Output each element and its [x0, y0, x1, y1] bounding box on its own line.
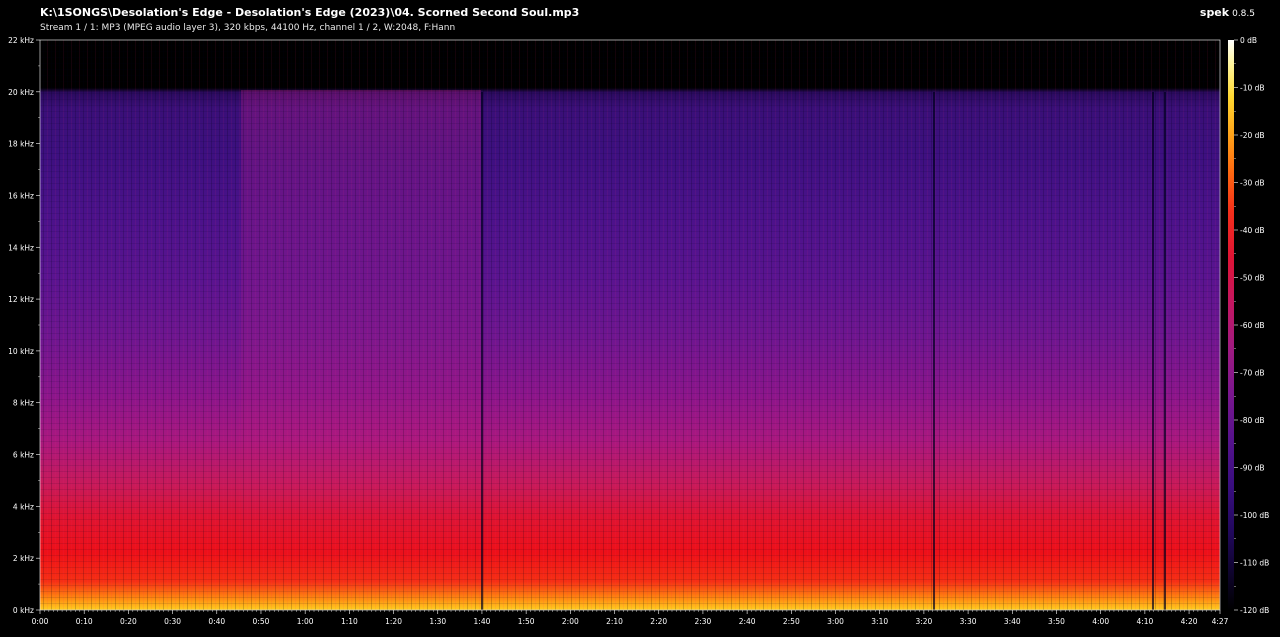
- x-tick-label: 3:00: [827, 617, 844, 626]
- x-tick-label: 3:20: [915, 617, 932, 626]
- colorbar-tick-label: -50 dB: [1240, 274, 1265, 283]
- x-tick-label: 1:20: [385, 617, 402, 626]
- spectrogram-plot: [40, 40, 1220, 610]
- app-name: spek: [1199, 6, 1230, 19]
- colorbar-tick-label: -70 dB: [1240, 369, 1265, 378]
- x-tick-label: 2:40: [739, 617, 756, 626]
- x-tick-label: 4:00: [1092, 617, 1109, 626]
- colorbar-tick-label: -80 dB: [1240, 416, 1265, 425]
- y-tick-label: 20 kHz: [8, 88, 34, 97]
- y-tick-label: 22 kHz: [8, 36, 34, 45]
- file-path-title: K:\1SONGS\Desolation's Edge - Desolation…: [40, 6, 580, 19]
- y-tick-label: 12 kHz: [8, 295, 34, 304]
- x-tick-label: 0:10: [76, 617, 93, 626]
- y-tick-label: 6 kHz: [13, 451, 34, 460]
- x-tick-label: 3:30: [960, 617, 977, 626]
- colorbar-tick-label: -110 dB: [1240, 559, 1269, 568]
- colorbar-tick-label: -100 dB: [1240, 511, 1269, 520]
- y-tick-label: 16 kHz: [8, 191, 34, 200]
- x-tick-label: 3:10: [871, 617, 888, 626]
- x-tick-label: 1:40: [474, 617, 491, 626]
- stream-info: Stream 1 / 1: MP3 (MPEG audio layer 3), …: [40, 23, 456, 33]
- x-tick-label: 2:10: [606, 617, 623, 626]
- y-tick-label: 4 kHz: [13, 502, 34, 511]
- x-tick-label: 4:20: [1181, 617, 1198, 626]
- x-tick-label: 0:00: [32, 617, 49, 626]
- spectrogram-bands: [40, 40, 1220, 610]
- x-tick-label: 1:00: [297, 617, 314, 626]
- y-tick-label: 14 kHz: [8, 243, 34, 252]
- colorbar-tick-label: -60 dB: [1240, 321, 1265, 330]
- x-tick-label: 3:50: [1048, 617, 1065, 626]
- colorbar-tick-label: -20 dB: [1240, 131, 1265, 140]
- y-tick-label: 18 kHz: [8, 140, 34, 149]
- colorbar-tick-label: -90 dB: [1240, 464, 1265, 473]
- spectrogram-gap: [1152, 92, 1154, 610]
- db-colorbar: [1228, 40, 1234, 610]
- x-tick-label: 2:00: [562, 617, 579, 626]
- spectrogram-gap: [1164, 92, 1166, 610]
- x-end-label: 4:27: [1212, 617, 1229, 626]
- x-tick-label: 2:30: [694, 617, 711, 626]
- x-tick-label: 3:40: [1004, 617, 1021, 626]
- spectrogram-texture: [40, 40, 1220, 610]
- y-tick-label: 0 kHz: [13, 606, 34, 615]
- x-tick-label: 2:20: [650, 617, 667, 626]
- y-tick-label: 2 kHz: [13, 554, 34, 563]
- y-tick-label: 10 kHz: [8, 347, 34, 356]
- colorbar-tick-label: -10 dB: [1240, 84, 1265, 93]
- spectrogram-gap: [933, 92, 935, 610]
- x-tick-label: 0:40: [208, 617, 225, 626]
- spectrogram-gap: [481, 92, 483, 610]
- x-tick-label: 1:50: [518, 617, 535, 626]
- app-version: 0.8.5: [1232, 9, 1255, 19]
- x-tick-label: 1:30: [429, 617, 446, 626]
- x-tick-label: 4:10: [1136, 617, 1153, 626]
- app-version-label: spek 0.8.5: [1200, 6, 1255, 19]
- y-tick-label: 8 kHz: [13, 399, 34, 408]
- x-tick-label: 0:50: [253, 617, 270, 626]
- colorbar-tick-label: -120 dB: [1240, 606, 1269, 615]
- colorbar-tick-label: -30 dB: [1240, 179, 1265, 188]
- x-tick-label: 0:20: [120, 617, 137, 626]
- x-tick-label: 0:30: [164, 617, 181, 626]
- colorbar-tick-label: 0 dB: [1240, 36, 1257, 45]
- plot-frame: [39, 39, 1221, 611]
- colorbar-tick-label: -40 dB: [1240, 226, 1265, 235]
- x-tick-label: 2:50: [783, 617, 800, 626]
- x-tick-label: 1:10: [341, 617, 358, 626]
- spectrogram-bright-region: [241, 90, 481, 610]
